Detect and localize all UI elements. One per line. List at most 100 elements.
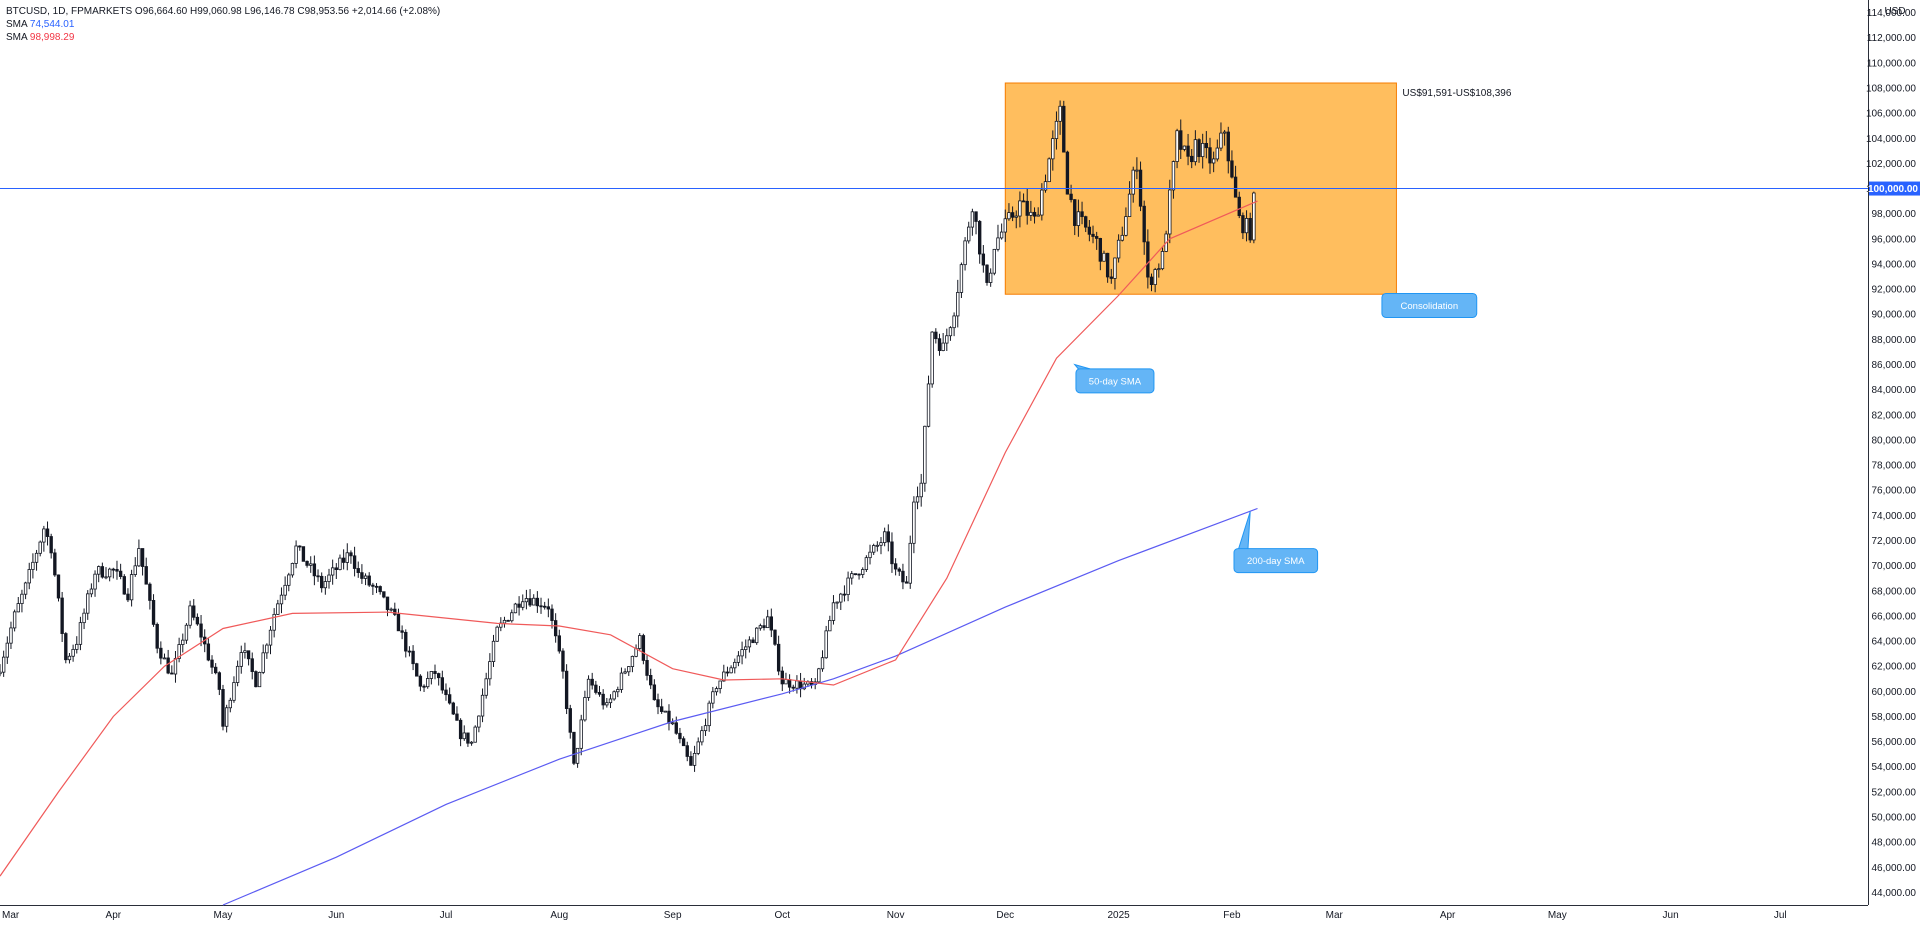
candle-body [1032, 211, 1037, 217]
candle-body [1241, 215, 1245, 234]
candle-body [393, 608, 397, 615]
candle [466, 732, 470, 747]
candle-body [97, 566, 101, 575]
x-tick-label: May [214, 910, 233, 921]
candle [360, 564, 364, 584]
candle-body [1182, 145, 1187, 150]
candle-body [627, 666, 631, 673]
x-tick-label: Apr [1440, 910, 1456, 921]
candle [309, 556, 313, 573]
candle [550, 604, 554, 629]
candle-body [104, 576, 108, 579]
candle [104, 567, 108, 580]
candle-body [1157, 268, 1161, 271]
candle-body [495, 626, 499, 642]
candle [455, 706, 459, 721]
callout[interactable]: 200-day SMA [1233, 511, 1319, 574]
candle-body [23, 582, 28, 595]
candle [1215, 139, 1219, 162]
candle-body [579, 719, 583, 749]
candle-body [765, 616, 770, 629]
y-tick-label: 110,000.00 [1867, 58, 1917, 69]
candle-body [53, 552, 57, 576]
candle [433, 664, 437, 680]
candle [882, 527, 887, 547]
candle-body [213, 666, 218, 674]
candle-body [276, 603, 280, 615]
y-tick-label: 84,000.00 [1872, 385, 1917, 396]
candle-body [382, 591, 386, 598]
candle [389, 607, 393, 612]
candle-body [221, 689, 225, 727]
candle [579, 714, 583, 756]
candle [762, 618, 766, 631]
candle [272, 608, 276, 638]
candle-body [155, 623, 159, 649]
candle [367, 572, 371, 587]
candle [341, 549, 346, 570]
candle [199, 615, 203, 647]
y-tick-label: 56,000.00 [1872, 737, 1917, 748]
candle [23, 581, 28, 600]
candle [659, 698, 664, 714]
candle-body [378, 586, 382, 593]
callout[interactable]: 50-day SMA [1073, 363, 1155, 394]
candle-body [861, 569, 865, 575]
candle [166, 649, 170, 675]
candle-body [784, 679, 788, 685]
candle [305, 560, 309, 568]
candle-body [20, 593, 24, 604]
candle-body [440, 677, 445, 691]
candle-body [60, 597, 64, 634]
candle [926, 375, 931, 428]
candle [1241, 212, 1245, 240]
low-value: 96,146.78 [250, 6, 295, 17]
candle [594, 680, 598, 695]
candle [1175, 128, 1179, 169]
x-tick-label: Sep [664, 910, 682, 921]
candle [1120, 226, 1124, 242]
candle [725, 666, 730, 677]
candle [1105, 252, 1110, 283]
x-tick-label: May [1548, 910, 1567, 921]
sma-200-legend[interactable]: SMA 74,544.01 [6, 18, 440, 31]
candle-body [82, 612, 86, 624]
candle-body [1003, 218, 1007, 233]
candle-body [970, 211, 975, 228]
candle [992, 248, 996, 276]
candle [1098, 237, 1103, 271]
candle [1252, 191, 1256, 244]
candle [820, 650, 825, 672]
candle [689, 751, 693, 766]
candle-body [250, 658, 254, 672]
callout[interactable]: Consolidation [1381, 292, 1478, 318]
candle [426, 671, 430, 689]
candle [1179, 119, 1183, 160]
candle [597, 685, 602, 697]
candle [184, 623, 189, 644]
candle-body [638, 635, 642, 649]
candle [1237, 191, 1241, 219]
candle-body [988, 272, 993, 283]
sma-50-legend[interactable]: SMA 98,998.29 [6, 31, 440, 44]
candle [751, 637, 755, 644]
candle-body [184, 624, 189, 641]
candle-body [210, 659, 214, 668]
callout-text: 200-day SMA [1247, 556, 1305, 567]
candle-body [1168, 189, 1172, 235]
candle-body [491, 640, 496, 662]
candle-body [374, 585, 379, 588]
candle [744, 639, 748, 659]
candle [1080, 201, 1084, 225]
candle [246, 650, 251, 666]
candle [1065, 150, 1070, 195]
candle [510, 609, 514, 623]
candle [934, 328, 938, 344]
candle [963, 237, 967, 271]
candle [539, 597, 543, 614]
candle [1051, 130, 1055, 171]
candle [627, 666, 631, 676]
candle-body [444, 689, 448, 696]
